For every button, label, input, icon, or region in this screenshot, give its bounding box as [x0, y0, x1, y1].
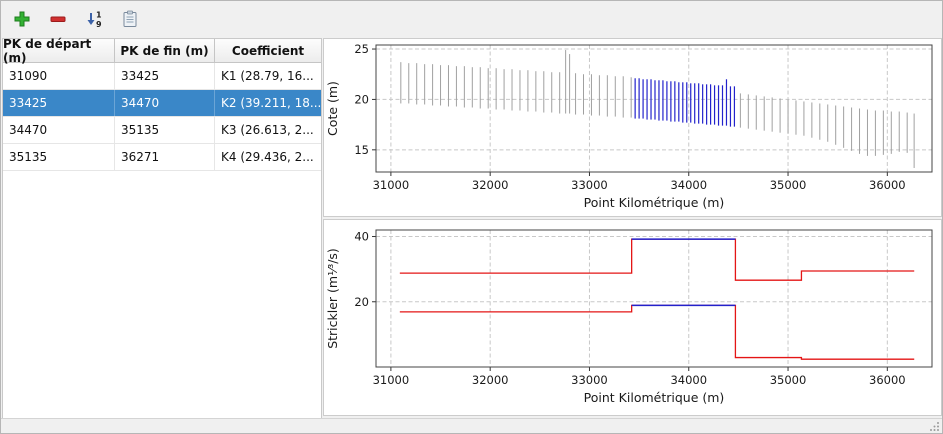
- table-cell-coefficient[interactable]: K4 (29.436, 2...: [221, 150, 314, 164]
- svg-text:36000: 36000: [869, 373, 906, 387]
- header-pk-fin[interactable]: PK de fin (m): [115, 39, 215, 62]
- svg-text:1: 1: [96, 11, 102, 20]
- cote-chart-panel[interactable]: 31000 32000 33000 34000 35000 36000 15 20 25 Poin…: [323, 38, 942, 217]
- plus-icon: [14, 11, 30, 27]
- svg-text:40: 40: [354, 230, 369, 244]
- svg-text:32000: 32000: [472, 178, 509, 192]
- add-row-button[interactable]: [9, 6, 35, 32]
- svg-text:34000: 34000: [670, 178, 707, 192]
- table-row[interactable]: 34470 35135 K3 (26.613, 2...: [3, 117, 321, 144]
- svg-text:35000: 35000: [770, 178, 807, 192]
- paste-icon: [123, 10, 137, 27]
- paste-button[interactable]: [117, 6, 143, 32]
- svg-text:32000: 32000: [472, 373, 509, 387]
- table-cell-pk_start[interactable]: 34470: [3, 117, 115, 143]
- toolbar: 1 9: [1, 1, 942, 37]
- resize-grip-icon[interactable]: [930, 421, 940, 431]
- table-row[interactable]: 31090 33425 K1 (28.79, 16...: [3, 63, 321, 90]
- svg-text:9: 9: [96, 20, 102, 28]
- svg-text:20: 20: [354, 295, 369, 309]
- strickler-chart-panel[interactable]: 31000 32000 33000 34000 35000 36000 20 40 Point …: [323, 219, 942, 416]
- svg-text:35000: 35000: [770, 373, 807, 387]
- table-header-row: PK de départ (m) PK de fin (m) Coefficie…: [3, 37, 321, 65]
- svg-text:36000: 36000: [869, 178, 906, 192]
- svg-text:Strickler (m¹⁄³/s): Strickler (m¹⁄³/s): [325, 248, 340, 349]
- table-cell-pk_end[interactable]: 33425: [115, 63, 215, 89]
- table-row[interactable]: 33425 34470 K2 (39.211, 18...: [3, 90, 321, 117]
- cote-chart[interactable]: 31000 32000 33000 34000 35000 36000 15 20 25 Poin…: [324, 39, 941, 216]
- svg-text:15: 15: [354, 143, 369, 157]
- table-cell-coefficient[interactable]: K1 (28.79, 16...: [221, 69, 314, 83]
- table-cell-pk_end[interactable]: 34470: [115, 90, 215, 116]
- sort-numeric-icon: 1 9: [87, 11, 102, 28]
- svg-text:20: 20: [354, 92, 369, 106]
- table-cell-coefficient[interactable]: K2 (39.211, 18...: [221, 96, 321, 110]
- remove-row-button[interactable]: [45, 6, 71, 32]
- svg-text:33000: 33000: [571, 178, 608, 192]
- svg-text:Point Kilométrique (m): Point Kilométrique (m): [584, 390, 725, 405]
- header-coefficient[interactable]: Coefficient: [231, 43, 305, 58]
- table-cell-pk_start[interactable]: 35135: [3, 144, 115, 170]
- strickler-chart[interactable]: 31000 32000 33000 34000 35000 36000 20 40 Point …: [324, 220, 941, 415]
- svg-text:31000: 31000: [373, 178, 410, 192]
- table-row[interactable]: 35135 36271 K4 (29.436, 2...: [3, 144, 321, 171]
- svg-text:34000: 34000: [670, 373, 707, 387]
- table-cell-pk_start[interactable]: 31090: [3, 63, 115, 89]
- svg-text:Point Kilométrique (m): Point Kilométrique (m): [584, 195, 725, 210]
- coefficient-table: PK de départ (m) PK de fin (m) Coefficie…: [2, 37, 322, 421]
- table-cell-coefficient[interactable]: K3 (26.613, 2...: [221, 123, 314, 137]
- table-body: 31090 33425 K1 (28.79, 16... 33425 34470 K2 (…: [3, 63, 321, 171]
- svg-text:33000: 33000: [571, 373, 608, 387]
- table-cell-pk_start[interactable]: 33425: [3, 90, 115, 116]
- table-cell-pk_end[interactable]: 35135: [115, 117, 215, 143]
- header-pk-depart[interactable]: PK de départ (m): [3, 37, 115, 65]
- svg-text:Cote (m): Cote (m): [325, 81, 340, 136]
- minus-icon: [50, 16, 66, 22]
- svg-text:31000: 31000: [373, 373, 410, 387]
- sort-rows-button[interactable]: 1 9: [81, 6, 107, 32]
- table-cell-pk_end[interactable]: 36271: [115, 144, 215, 170]
- status-bar: [1, 418, 942, 433]
- svg-text:25: 25: [354, 42, 369, 56]
